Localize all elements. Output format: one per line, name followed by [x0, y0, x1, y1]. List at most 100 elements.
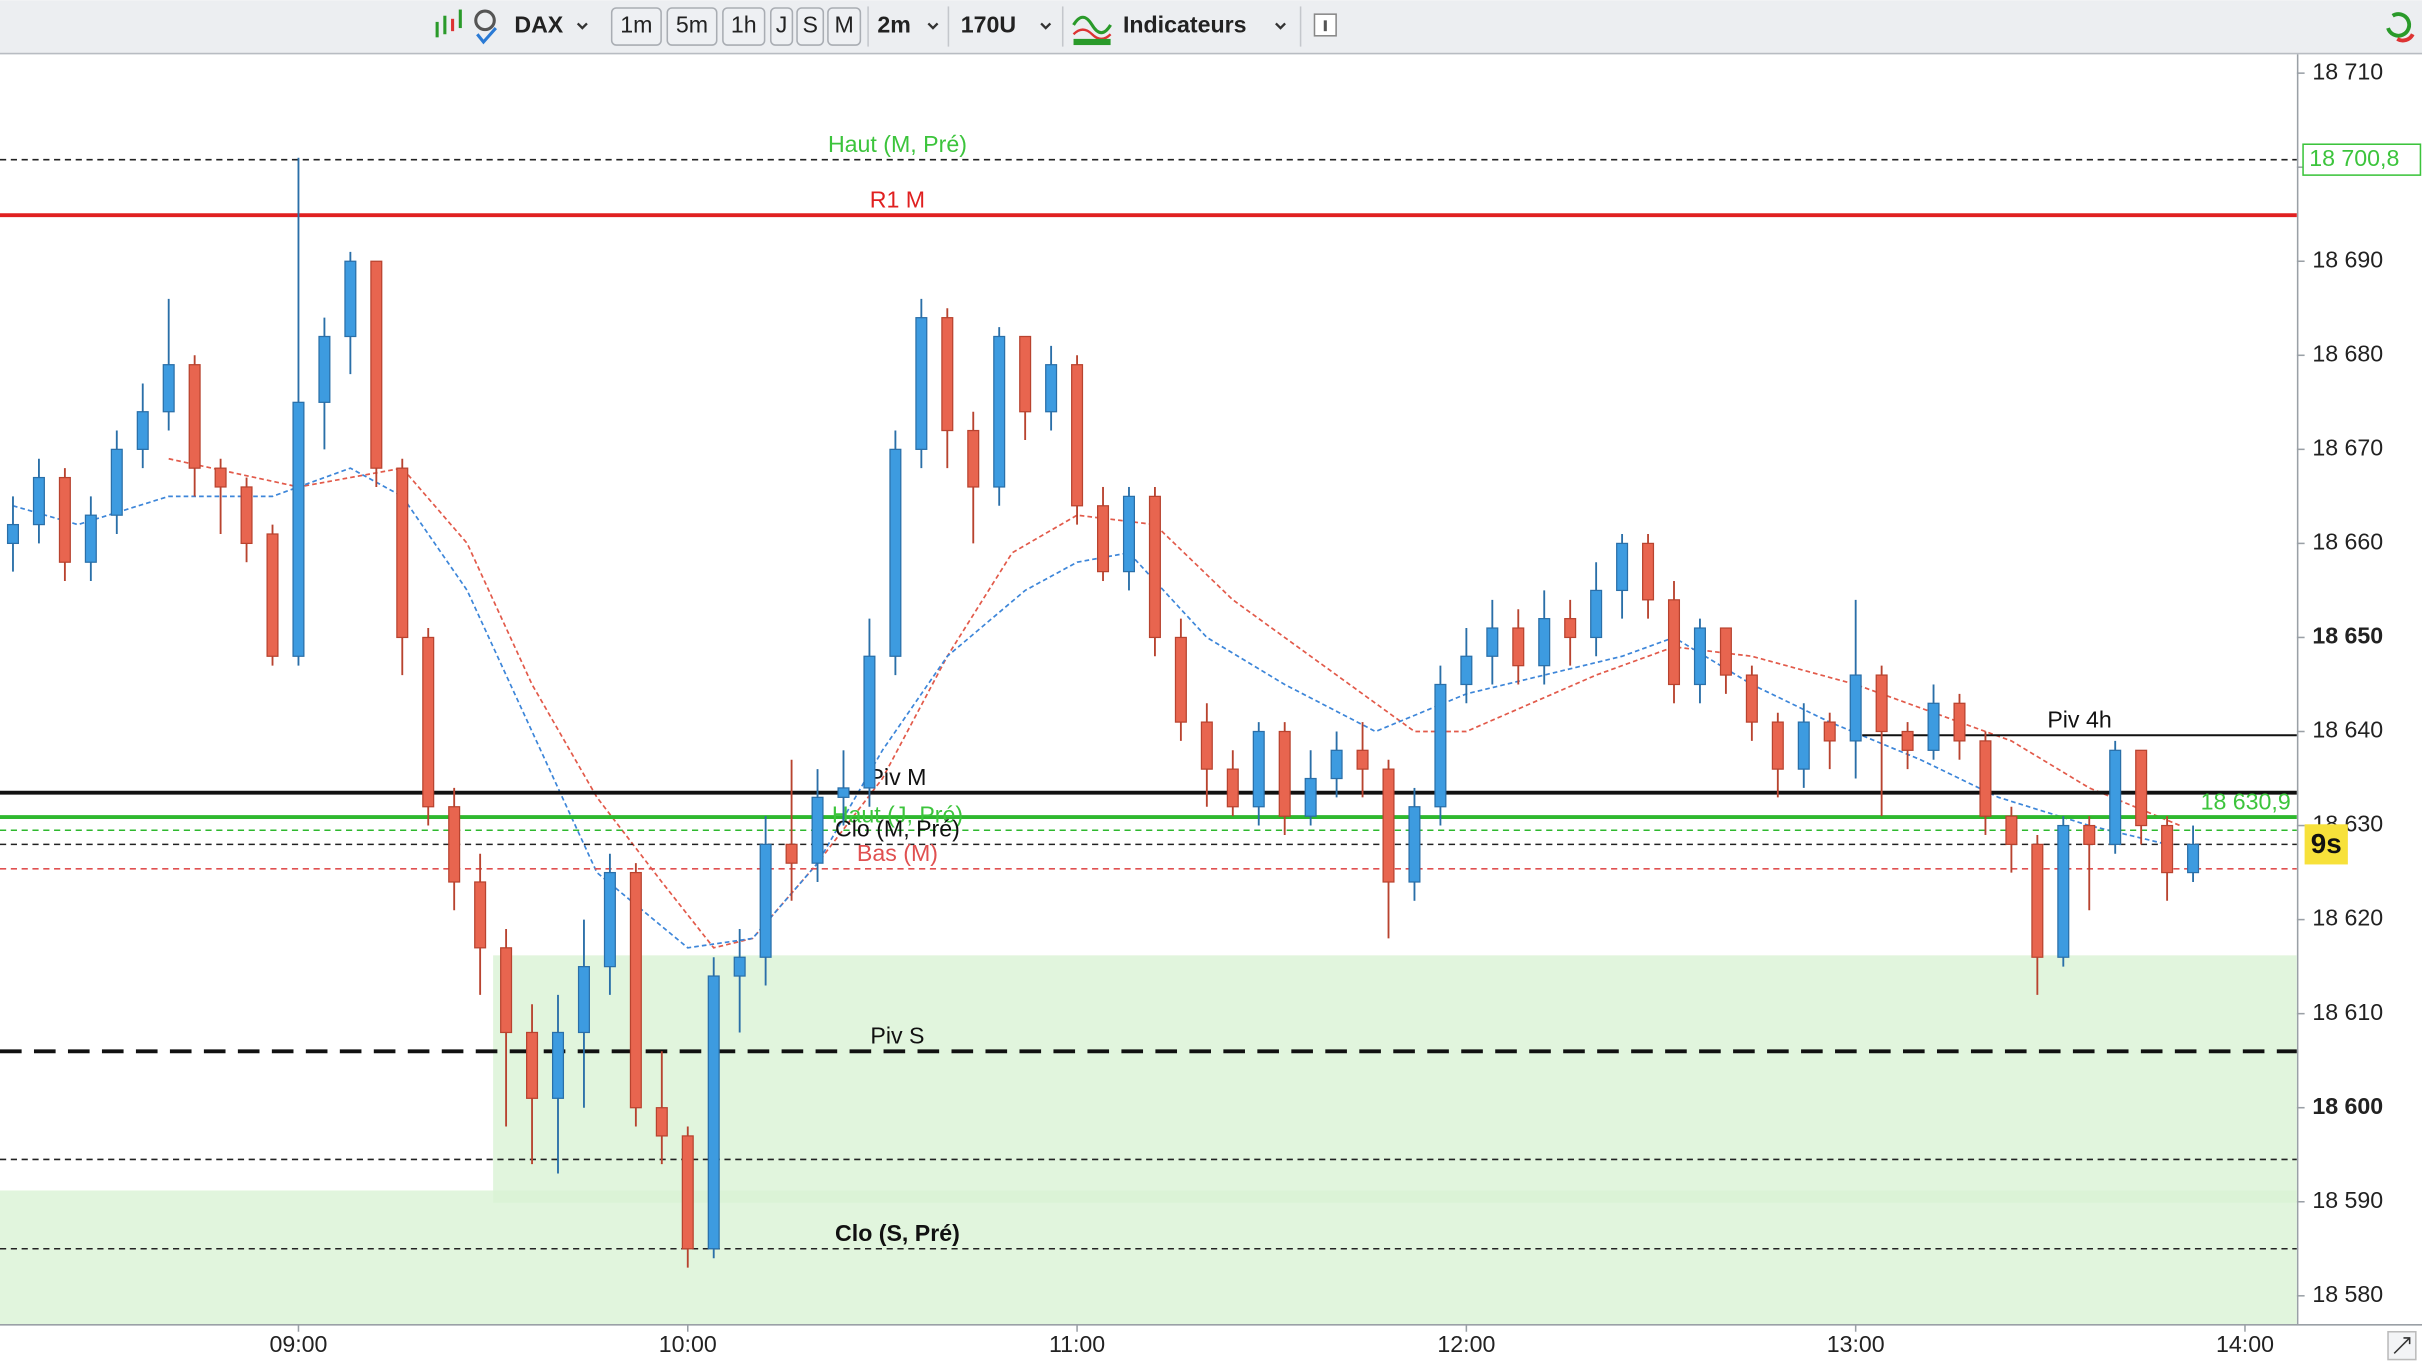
level-label: Haut (M, Pré) — [828, 131, 967, 157]
candle-body — [1304, 777, 1317, 817]
candle-body — [915, 317, 928, 450]
candle — [162, 298, 175, 431]
candle-body — [2031, 843, 2044, 958]
y-tick-label: 18 600 — [2312, 1093, 2383, 1119]
candle — [1071, 355, 1084, 525]
candle-body — [1278, 730, 1291, 817]
candle — [1304, 750, 1317, 826]
y-tick-label: 18 690 — [2312, 246, 2383, 272]
period-label[interactable]: 5m — [676, 12, 708, 38]
candle — [2057, 816, 2070, 967]
period-label[interactable]: 1m — [620, 12, 652, 38]
y-tick-label: 18 650 — [2312, 623, 2383, 649]
period-button[interactable] — [666, 7, 718, 46]
level-label: Piv 4h — [2047, 706, 2111, 732]
units-select[interactable]: 170U — [961, 12, 1016, 38]
x-tick-label: 11:00 — [1049, 1331, 1105, 1357]
candle-body — [1019, 335, 1032, 413]
scroll-corner[interactable] — [2387, 1330, 2417, 1361]
candle — [6, 496, 20, 572]
candle-body — [240, 486, 253, 545]
candle-body — [1356, 749, 1369, 770]
level-label: Clo (S, Pré) — [835, 1220, 960, 1246]
level-label: Piv M — [868, 764, 926, 790]
candle-body — [422, 636, 435, 808]
period-label[interactable]: 1h — [731, 12, 757, 38]
candle — [2083, 816, 2096, 911]
countdown-label: 9s — [2311, 828, 2342, 859]
symbol-select[interactable]: DAX — [514, 12, 563, 38]
candle-body — [318, 335, 331, 403]
candle-body — [733, 956, 746, 977]
refresh-button[interactable] — [2386, 12, 2415, 43]
candle-body — [1096, 505, 1110, 573]
y-tick-label: 18 670 — [2312, 434, 2383, 460]
candle — [500, 929, 513, 1127]
indicators-icon[interactable] — [1072, 15, 1112, 46]
candle-body — [681, 1135, 694, 1250]
candle — [396, 458, 409, 676]
zone — [0, 1190, 2297, 1325]
candle-body — [136, 411, 149, 450]
candle — [811, 769, 824, 882]
candle — [967, 411, 980, 544]
candle-body — [2161, 824, 2174, 874]
chart-type-icon[interactable] — [435, 9, 462, 38]
period-button[interactable] — [827, 7, 862, 46]
candle — [1875, 665, 1888, 817]
interval-select[interactable]: 2m — [877, 12, 910, 38]
countdown-badge — [2304, 824, 2348, 865]
period-button[interactable] — [796, 7, 825, 46]
candle-body — [1616, 542, 1629, 592]
period-label[interactable]: J — [776, 12, 788, 38]
candle — [655, 1051, 668, 1165]
candle-body — [1071, 364, 1084, 507]
candle-body — [1667, 599, 1681, 686]
candle-body — [629, 871, 642, 1109]
candle-body — [1745, 674, 1758, 723]
dropdown-arrow — [576, 22, 588, 30]
candle-body — [1642, 542, 1655, 601]
candle — [1693, 618, 1706, 704]
y-tick-label: 18 710 — [2312, 58, 2383, 84]
candle — [1771, 712, 1784, 798]
y-tick-label: 18 680 — [2312, 340, 2383, 366]
candle — [941, 308, 954, 469]
candle — [474, 853, 487, 995]
y-tick-label: 18 590 — [2312, 1187, 2383, 1213]
candle-body — [1693, 627, 1706, 686]
candle — [1096, 486, 1110, 582]
period-label[interactable]: S — [802, 12, 817, 38]
candle-body — [1953, 702, 1966, 742]
candle — [603, 853, 616, 995]
candle — [1745, 665, 1758, 741]
price-label: 18 630,9 — [2201, 788, 2291, 814]
candle-body — [1252, 730, 1265, 808]
candle — [1226, 750, 1239, 817]
candle-body — [474, 881, 487, 949]
candle-body — [1590, 589, 1603, 639]
candle — [1200, 703, 1213, 807]
candle — [1538, 590, 1551, 685]
candle — [1382, 759, 1395, 939]
candle — [1330, 731, 1343, 798]
tool-icon[interactable] — [474, 9, 497, 45]
indicators-button[interactable]: Indicateurs — [1123, 12, 1247, 38]
info-button[interactable] — [1313, 13, 1337, 37]
candle-body — [1771, 721, 1784, 770]
candle-body — [162, 364, 175, 413]
candle-body — [526, 1031, 539, 1099]
candle — [1719, 627, 1732, 694]
candle-body — [863, 655, 876, 789]
candle — [733, 929, 746, 1033]
level-label: R1 M — [870, 186, 925, 212]
candle — [1486, 599, 1499, 685]
candle — [1901, 722, 1914, 770]
period-button[interactable] — [610, 7, 662, 46]
period-button[interactable] — [770, 7, 794, 46]
candle-body — [1486, 627, 1499, 657]
candle-body — [2109, 749, 2122, 845]
period-label[interactable]: M — [834, 12, 853, 38]
period-button[interactable] — [722, 7, 766, 46]
candle — [1045, 345, 1058, 431]
